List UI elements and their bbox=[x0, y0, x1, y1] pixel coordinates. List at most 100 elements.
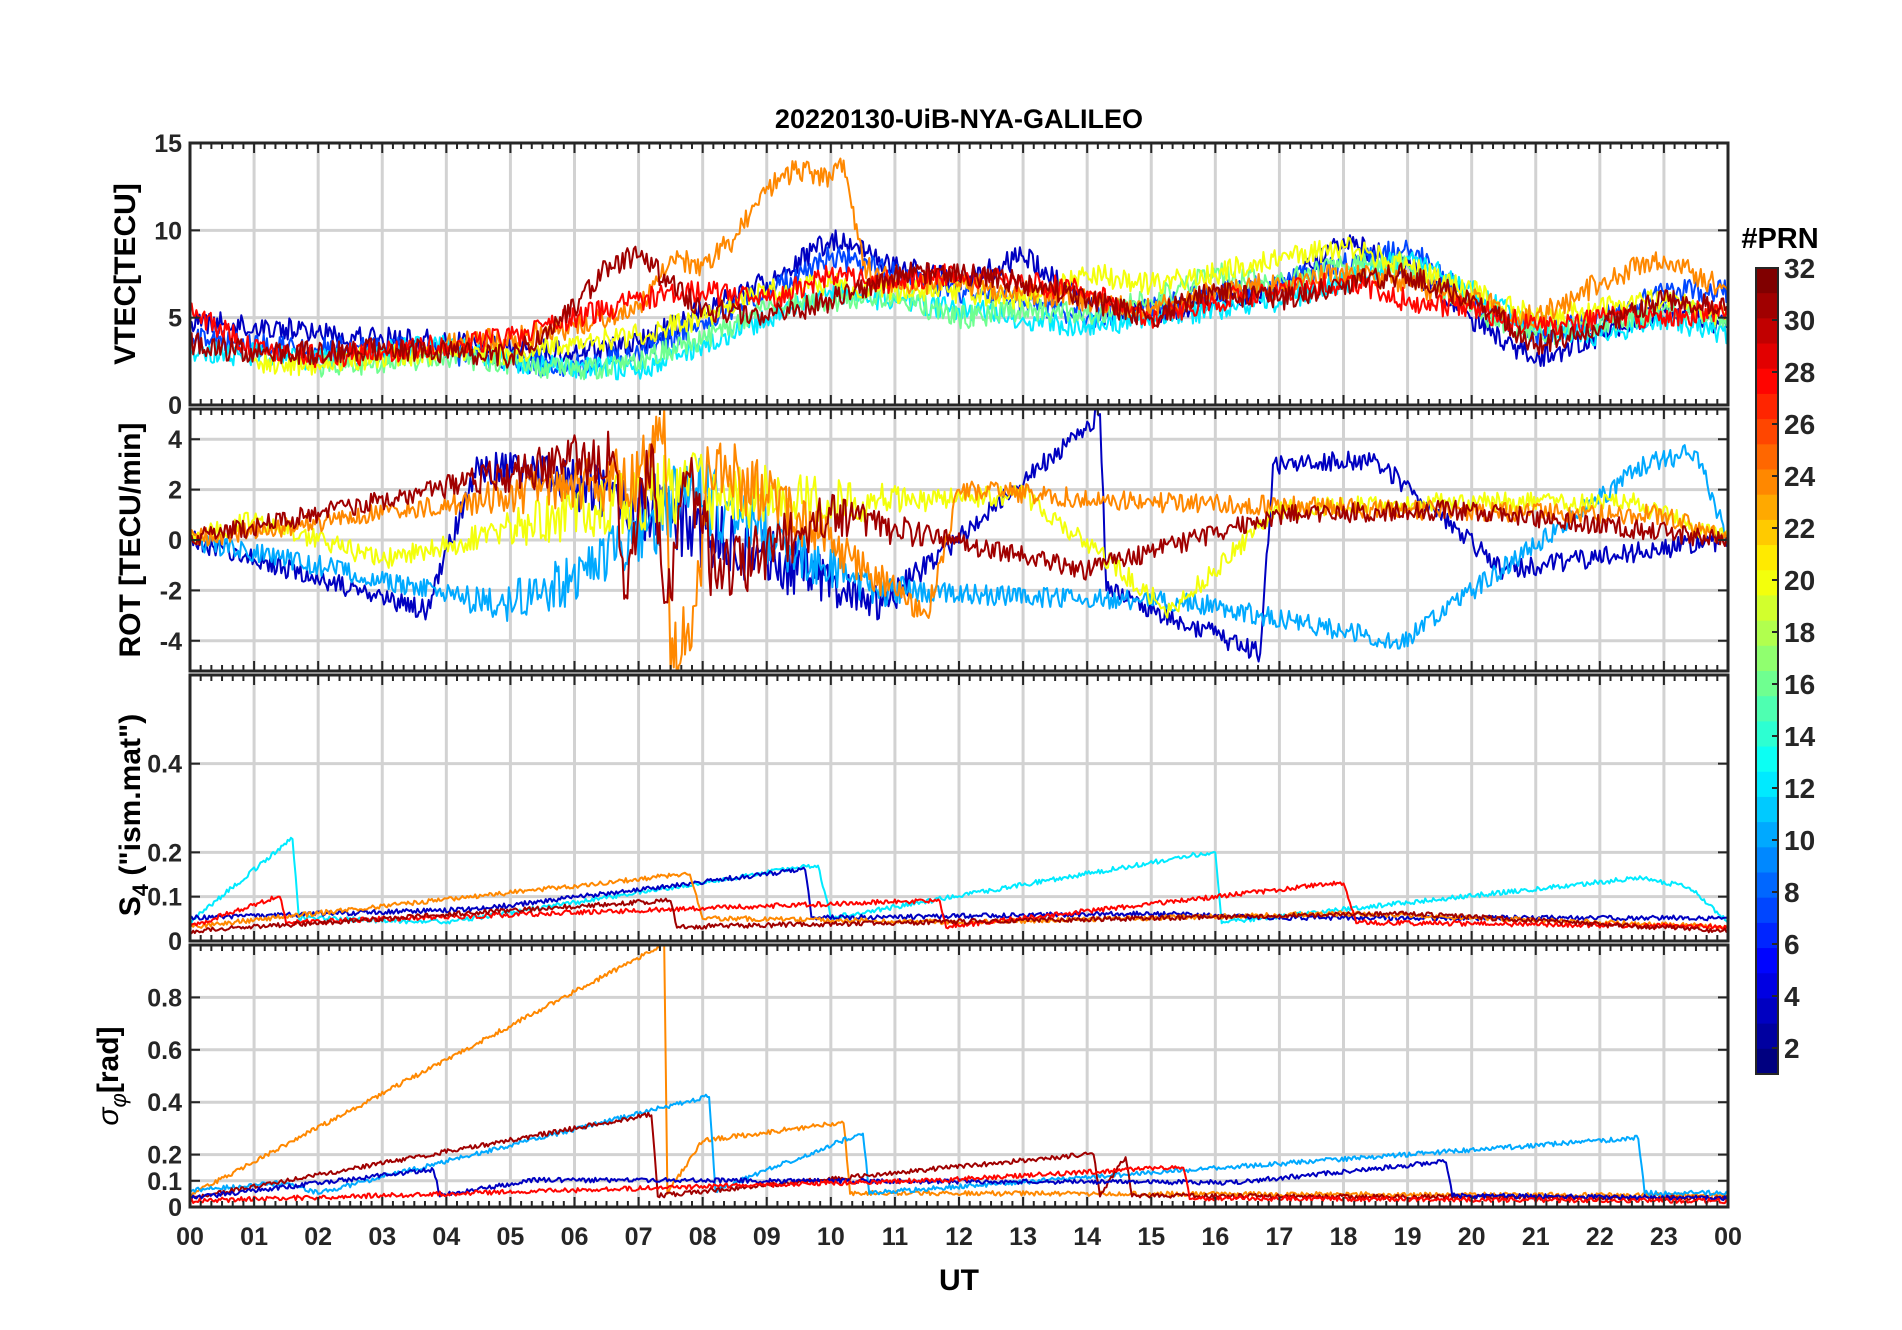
colorbar-swatch bbox=[1756, 268, 1778, 294]
x-tick-label: 01 bbox=[240, 1223, 268, 1251]
series-prn-12 bbox=[190, 836, 1728, 925]
x-tick-label: 10 bbox=[817, 1223, 845, 1251]
chart-title: 20220130-UiB-NYA-GALILEO bbox=[775, 104, 1143, 134]
x-tick-label: 23 bbox=[1650, 1223, 1678, 1251]
colorbar-tick-label: 24 bbox=[1784, 461, 1816, 492]
x-tick-label: 00 bbox=[176, 1223, 204, 1251]
x-tick-label: 08 bbox=[689, 1223, 717, 1251]
colorbar-swatch bbox=[1756, 922, 1778, 949]
series-prn-31 bbox=[190, 897, 1728, 935]
x-tick-label: 13 bbox=[1009, 1223, 1037, 1251]
colorbar-swatch bbox=[1756, 645, 1778, 672]
y-tick-label: 0 bbox=[168, 1194, 182, 1222]
panel-frame bbox=[188, 141, 1730, 407]
x-tick-label: 06 bbox=[561, 1223, 589, 1251]
x-tick-label: 11 bbox=[882, 1223, 909, 1251]
y-tick-label: 5 bbox=[168, 305, 182, 333]
y-tick-label: 4 bbox=[168, 426, 182, 454]
colorbar-swatch bbox=[1756, 771, 1778, 798]
colorbar-tick-label: 22 bbox=[1784, 513, 1815, 544]
colorbar-swatch bbox=[1756, 393, 1778, 420]
x-tick-label: 15 bbox=[1137, 1223, 1165, 1251]
panel-frame bbox=[188, 407, 1730, 673]
y-tick-label: 0.8 bbox=[147, 984, 182, 1012]
panel-rot: -4 -2 0 2 4 bbox=[160, 407, 1730, 673]
series-prn-31 bbox=[190, 245, 1728, 369]
colorbar-swatch bbox=[1756, 419, 1778, 445]
series-prn-24 bbox=[190, 945, 1728, 1199]
panel-vtec: 0 5 10 15 bbox=[154, 130, 1730, 420]
y-tick-label: 0.2 bbox=[147, 839, 182, 867]
y-tick-label: -4 bbox=[160, 628, 182, 656]
y-tick-label: -2 bbox=[160, 577, 182, 605]
colorbar-swatch bbox=[1756, 469, 1778, 496]
series-prn-10 bbox=[190, 444, 1728, 650]
x-tick-label: 09 bbox=[753, 1223, 781, 1251]
colorbar-tick-label: 20 bbox=[1784, 565, 1815, 596]
colorbar-swatch bbox=[1756, 872, 1778, 899]
colorbar-tick-label: 14 bbox=[1784, 721, 1816, 752]
ylabel-vtec: VTEC[TECU] bbox=[109, 183, 142, 365]
y-tick-label: 0.4 bbox=[147, 1089, 182, 1117]
colorbar-swatch bbox=[1756, 696, 1778, 722]
colorbar-swatch bbox=[1756, 1023, 1778, 1050]
x-tick-label: 22 bbox=[1586, 1223, 1614, 1251]
y-tick-label: 0.4 bbox=[147, 751, 182, 779]
colorbar-swatch bbox=[1756, 570, 1778, 597]
series-prn-10 bbox=[190, 1093, 1728, 1197]
colorbar-swatch bbox=[1756, 796, 1778, 823]
x-tick-label: 04 bbox=[432, 1223, 460, 1251]
colorbar-frame bbox=[1755, 267, 1779, 1075]
colorbar-label: #PRN bbox=[1741, 223, 1818, 255]
x-tick-label: 14 bbox=[1073, 1223, 1101, 1251]
colorbar-swatch bbox=[1756, 519, 1778, 546]
colorbar-tick-label: 8 bbox=[1784, 877, 1800, 908]
colorbar-swatch bbox=[1756, 545, 1778, 571]
y-tick-label: 0.2 bbox=[147, 1142, 182, 1170]
y-tick-label: 2 bbox=[168, 477, 182, 505]
colorbar-swatch bbox=[1756, 847, 1778, 874]
colorbar-swatch bbox=[1756, 595, 1778, 622]
colorbar-swatch bbox=[1756, 343, 1778, 370]
y-tick-label: 10 bbox=[154, 217, 182, 245]
colorbar-tick-label: 26 bbox=[1784, 409, 1815, 440]
colorbar-swatch bbox=[1756, 746, 1778, 773]
colorbar-swatch bbox=[1756, 620, 1778, 647]
y-tick-label: 15 bbox=[154, 130, 182, 158]
x-tick-label: 00 bbox=[1714, 1223, 1742, 1251]
series-prn-28 bbox=[190, 880, 1728, 931]
x-tick-label: 03 bbox=[368, 1223, 396, 1251]
y-tick-label: 0.1 bbox=[147, 1168, 182, 1196]
colorbar-tick-label: 12 bbox=[1784, 773, 1815, 804]
colorbar-swatch bbox=[1756, 721, 1778, 748]
colorbar-swatch bbox=[1756, 444, 1778, 471]
data-lines bbox=[190, 409, 1728, 671]
colorbar-tick-label: 16 bbox=[1784, 669, 1815, 700]
colorbar-swatch bbox=[1756, 293, 1778, 319]
colorbar-swatch bbox=[1756, 1048, 1778, 1075]
colorbar-swatch bbox=[1756, 671, 1778, 697]
ylabel-sigma-phi: σφ[rad] bbox=[92, 1026, 131, 1125]
x-tick-label: 17 bbox=[1266, 1223, 1294, 1251]
colorbar-tick-label: 28 bbox=[1784, 357, 1815, 388]
colorbar-swatch bbox=[1756, 948, 1778, 974]
x-tick-label: 18 bbox=[1330, 1223, 1358, 1251]
y-tick-label: 0.6 bbox=[147, 1037, 182, 1065]
series-prn-31 bbox=[190, 430, 1728, 604]
colorbar-tick-label: 18 bbox=[1784, 617, 1815, 648]
panel-sigma_phi: 00.10.2 0.4 0.6 0.8 bbox=[147, 943, 1730, 1222]
x-tick-labels: 00 01 02 03 04 05 06 07 08 09 10 11 12 13 14 15 16 17 18 19… bbox=[176, 1223, 1742, 1251]
series-prn-24 bbox=[190, 409, 1728, 671]
colorbar-tick-label: 6 bbox=[1784, 929, 1800, 960]
panel-frame bbox=[188, 673, 1730, 943]
colorbar-tick-label: 2 bbox=[1784, 1033, 1800, 1064]
colorbar-swatch bbox=[1756, 368, 1778, 395]
y-tick-label: 0 bbox=[168, 527, 182, 555]
x-axis-label: UT bbox=[939, 1264, 979, 1297]
ylabel-s4: S4 ("ism.mat") bbox=[114, 714, 153, 916]
y-tick-label: 0.1 bbox=[147, 884, 182, 912]
x-tick-label: 20 bbox=[1458, 1223, 1486, 1251]
ylabel-rot: ROT [TECU/min] bbox=[114, 423, 147, 658]
